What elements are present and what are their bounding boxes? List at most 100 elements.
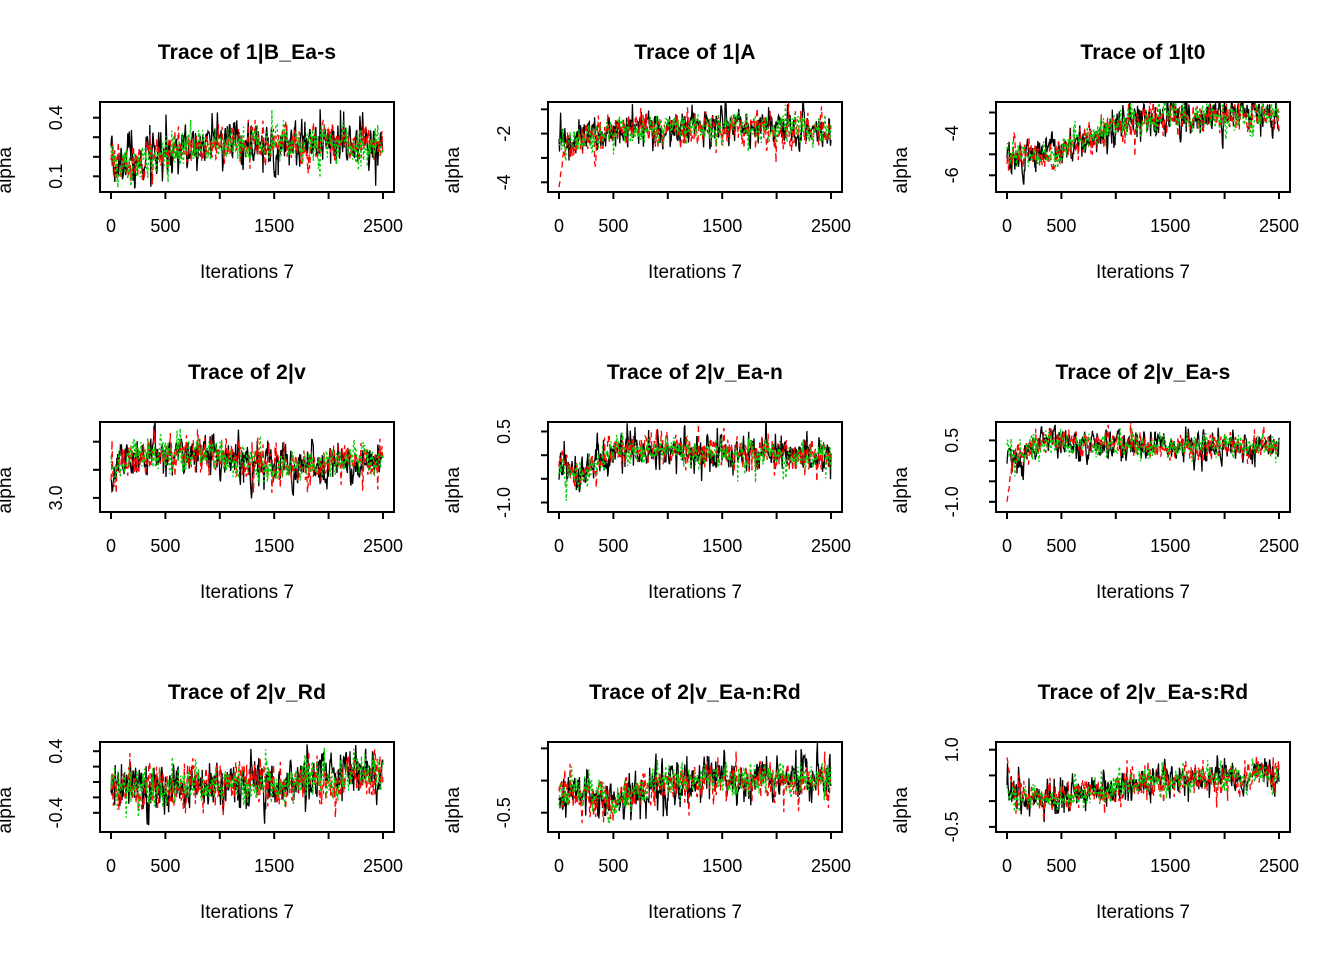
x-tick-label: 500 xyxy=(598,536,628,556)
x-tick-label: 1500 xyxy=(702,536,742,556)
y-tick-label: 0.4 xyxy=(46,105,66,130)
y-axis-label-text: alpha xyxy=(443,467,464,514)
x-tick-label: 500 xyxy=(150,216,180,236)
y-tick-label: 1.0 xyxy=(942,737,962,762)
y-axis-label-text: alpha xyxy=(443,787,464,834)
trace-series-chain-3 xyxy=(558,104,832,162)
x-axis-label: Iterations 7 xyxy=(200,262,294,283)
plot-canvas: 0 500 1500 2500 -4 -2 xyxy=(448,0,896,320)
plot-box xyxy=(99,421,395,513)
y-tick-label: 0.5 xyxy=(494,419,514,444)
trace-series-chain-2 xyxy=(1006,755,1280,822)
trace-plot-cell-8: 0 500 1500 2500 -0.5 Trace of 2|v_Ea-n:Rd al… xyxy=(443,640,896,960)
x-tick-label: 1500 xyxy=(1150,216,1190,236)
x-axis-label: Iterations 7 xyxy=(1096,262,1190,283)
y-axis-label-text: alpha xyxy=(0,467,16,514)
plot-canvas: 0 500 1500 2500 -6 -4 xyxy=(896,0,1344,320)
y-axis-label-text: alpha xyxy=(891,147,912,194)
x-tick-label: 2500 xyxy=(363,216,403,236)
x-tick-label: 2500 xyxy=(363,856,403,876)
trace-series-chain-3 xyxy=(558,759,832,824)
x-axis-label: Iterations 7 xyxy=(648,902,742,923)
x-tick-label: 2500 xyxy=(811,216,851,236)
x-tick-label: 500 xyxy=(598,216,628,236)
plot-canvas: 0 500 1500 2500 -1.0 0.5 xyxy=(448,320,896,640)
y-tick-label: 0.1 xyxy=(46,164,66,189)
y-axis-label-text: alpha xyxy=(443,147,464,194)
x-tick-label: 2500 xyxy=(811,536,851,556)
trace-series-chain-1 xyxy=(1006,102,1280,185)
y-axis-label-text: alpha xyxy=(891,467,912,514)
x-axis-label: Iterations 7 xyxy=(1096,902,1190,923)
trace-plot-cell-5: 0 500 1500 2500 -1.0 0.5 Trace of 2|v_Ea-n al… xyxy=(443,320,896,640)
x-tick-label: 2500 xyxy=(363,536,403,556)
y-tick-label: 0.4 xyxy=(46,739,66,764)
trace-series-chain-3 xyxy=(110,747,384,818)
plot-canvas: 0 500 1500 2500 -0.4 0.4 xyxy=(0,640,448,960)
y-tick-label: -0.4 xyxy=(46,797,66,828)
plot-title: Trace of 2|v_Ea-s:Rd xyxy=(1037,681,1249,704)
plot-title: Trace of 2|v_Ea-n xyxy=(606,361,784,384)
trace-plot-cell-6: 0 500 1500 2500 -1.0 0.5 Trace of 2|v_Ea-s al… xyxy=(891,320,1344,640)
plot-box xyxy=(547,421,843,513)
x-tick-label: 0 xyxy=(554,536,564,556)
trace-plot-cell-7: 0 500 1500 2500 -0.4 0.4 Trace of 2|v_Rd alph… xyxy=(0,640,448,960)
x-axis-label: Iterations 7 xyxy=(200,902,294,923)
plot-box xyxy=(99,101,395,193)
y-tick-label: -0.5 xyxy=(942,811,962,842)
y-axis-label-text: alpha xyxy=(0,147,16,194)
x-tick-label: 2500 xyxy=(1259,216,1299,236)
plot-box xyxy=(995,741,1291,833)
plot-title: Trace of 2|v_Ea-s xyxy=(1055,361,1231,384)
x-tick-label: 1500 xyxy=(254,536,294,556)
x-tick-label: 1500 xyxy=(702,856,742,876)
x-tick-label: 2500 xyxy=(811,856,851,876)
trace-plot-cell-3: 0 500 1500 2500 -6 -4 Trace of 1|t0 alpha Ite… xyxy=(891,0,1344,320)
plot-box xyxy=(995,421,1291,513)
x-tick-label: 1500 xyxy=(254,856,294,876)
x-tick-label: 2500 xyxy=(1259,856,1299,876)
y-tick-label: -0.5 xyxy=(494,797,514,828)
plot-canvas: 0 500 1500 2500 0.1 0.4 xyxy=(0,0,448,320)
trace-series-chain-2 xyxy=(110,749,384,818)
x-tick-label: 1500 xyxy=(1150,536,1190,556)
trace-series-chain-2 xyxy=(558,751,832,824)
plot-canvas: 0 500 1500 2500 -1.0 0.5 xyxy=(896,320,1344,640)
trace-series-chain-2 xyxy=(110,428,384,494)
trace-plot-cell-4: 0 500 1500 2500 3.0 Trace of 2|v alpha Itera… xyxy=(0,320,448,640)
trace-series-chain-3 xyxy=(558,431,832,501)
trace-series-chain-1 xyxy=(558,422,832,493)
x-axis-label: Iterations 7 xyxy=(648,262,742,283)
plot-title: Trace of 2|v_Rd xyxy=(167,681,327,704)
y-tick-label: 0.5 xyxy=(942,428,962,453)
plot-title: Trace of 2|v_Ea-n:Rd xyxy=(589,681,801,704)
x-tick-label: 1500 xyxy=(702,216,742,236)
x-tick-label: 1500 xyxy=(254,216,294,236)
x-tick-label: 500 xyxy=(598,856,628,876)
x-tick-label: 0 xyxy=(1002,216,1012,236)
trace-series-chain-2 xyxy=(558,102,832,188)
trace-plot-cell-2: 0 500 1500 2500 -4 -2 Trace of 1|A alpha Iter… xyxy=(443,0,896,320)
x-axis-label: Iterations 7 xyxy=(648,582,742,603)
plot-box xyxy=(547,101,843,193)
y-tick-label: -6 xyxy=(942,167,962,183)
x-tick-label: 0 xyxy=(554,216,564,236)
x-tick-label: 0 xyxy=(106,536,116,556)
y-axis-label-text: alpha xyxy=(891,787,912,834)
plot-box xyxy=(99,741,395,833)
plot-title: Trace of 1|t0 xyxy=(1080,41,1206,64)
x-tick-label: 0 xyxy=(106,216,116,236)
trace-series-chain-3 xyxy=(110,428,384,484)
y-tick-label: -1.0 xyxy=(494,487,514,518)
x-axis-label: Iterations 7 xyxy=(200,582,294,603)
plot-canvas: 0 500 1500 2500 -0.5 1.0 xyxy=(896,640,1344,960)
trace-series-chain-3 xyxy=(110,109,384,188)
x-tick-label: 500 xyxy=(1046,536,1076,556)
plot-title: Trace of 2|v xyxy=(187,361,306,384)
x-tick-label: 0 xyxy=(106,856,116,876)
x-tick-label: 500 xyxy=(150,536,180,556)
trace-plot-cell-9: 0 500 1500 2500 -0.5 1.0 Trace of 2|v_Ea-s:Rd… xyxy=(891,640,1344,960)
y-tick-label: -4 xyxy=(494,174,514,190)
